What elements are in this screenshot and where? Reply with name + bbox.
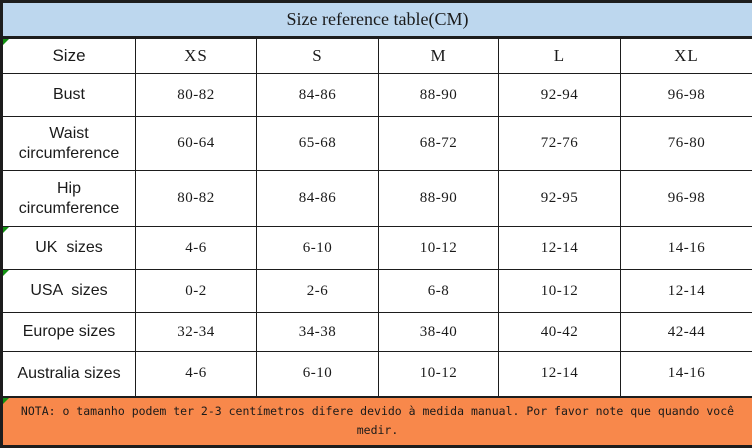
cell-usa-m: 6-8 <box>378 269 499 313</box>
row-label-australia: Australia sizes <box>0 351 136 397</box>
row-label-waist: Waist circumference <box>0 116 136 171</box>
cell-usa-xl: 12-14 <box>620 269 752 313</box>
cell-hip-xs: 80-82 <box>135 170 257 227</box>
cell-australia-l: 12-14 <box>498 351 621 397</box>
table-row-europe: Europe sizes 32-34 34-38 38-40 40-42 42-… <box>0 312 752 352</box>
row-label-uk: UK sizes <box>0 226 136 270</box>
table-title: Size reference table(CM) <box>0 0 752 39</box>
table-row-usa: USA sizes 0-2 2-6 6-8 10-12 12-14 <box>0 269 752 313</box>
cell-uk-s: 6-10 <box>256 226 379 270</box>
column-header-l: L <box>498 37 621 74</box>
column-header-m: M <box>378 37 499 74</box>
cell-europe-xs: 32-34 <box>135 312 257 352</box>
row-label-usa: USA sizes <box>0 269 136 313</box>
table-row-hip: Hip circumference 80-82 84-86 88-90 92-9… <box>0 170 752 227</box>
column-header-row: Size XS S M L XL <box>0 37 752 74</box>
cell-bust-m: 88-90 <box>378 73 499 117</box>
cell-bust-xl: 96-98 <box>620 73 752 117</box>
column-header-xs: XS <box>135 37 257 74</box>
cell-bust-xs: 80-82 <box>135 73 257 117</box>
row-label-bust: Bust <box>0 73 136 117</box>
cell-waist-xl: 76-80 <box>620 116 752 171</box>
cell-australia-xs: 4-6 <box>135 351 257 397</box>
cell-europe-s: 34-38 <box>256 312 379 352</box>
cell-usa-l: 10-12 <box>498 269 621 313</box>
row-label-hip: Hip circumference <box>0 170 136 227</box>
cell-australia-m: 10-12 <box>378 351 499 397</box>
row-label-europe: Europe sizes <box>0 312 136 352</box>
cell-australia-s: 6-10 <box>256 351 379 397</box>
table-row-uk: UK sizes 4-6 6-10 10-12 12-14 14-16 <box>0 226 752 270</box>
cell-waist-l: 72-76 <box>498 116 621 171</box>
cell-uk-xs: 4-6 <box>135 226 257 270</box>
table-row-australia: Australia sizes 4-6 6-10 10-12 12-14 14-… <box>0 351 752 397</box>
column-header-s: S <box>256 37 379 74</box>
cell-waist-m: 68-72 <box>378 116 499 171</box>
note-row: NOTA: o tamanho podem ter 2-3 centímetro… <box>0 395 752 448</box>
table-row-bust: Bust 80-82 84-86 88-90 92-94 96-98 <box>0 73 752 117</box>
column-header-xl: XL <box>620 37 752 74</box>
cell-waist-xs: 60-64 <box>135 116 257 171</box>
excel-corner-marker-icon <box>4 227 9 233</box>
measurement-note: NOTA: o tamanho podem ter 2-3 centímetro… <box>0 395 752 448</box>
cell-australia-xl: 14-16 <box>620 351 752 397</box>
cell-uk-xl: 14-16 <box>620 226 752 270</box>
excel-corner-marker-icon <box>4 270 9 276</box>
cell-europe-m: 38-40 <box>378 312 499 352</box>
cell-europe-xl: 42-44 <box>620 312 752 352</box>
table-title-row: Size reference table(CM) <box>0 0 752 39</box>
column-header-size: Size <box>0 37 136 74</box>
excel-corner-marker-icon <box>4 398 9 404</box>
cell-waist-s: 65-68 <box>256 116 379 171</box>
cell-bust-s: 84-86 <box>256 73 379 117</box>
excel-corner-marker-icon <box>4 39 9 45</box>
cell-europe-l: 40-42 <box>498 312 621 352</box>
cell-hip-xl: 96-98 <box>620 170 752 227</box>
cell-hip-s: 84-86 <box>256 170 379 227</box>
cell-hip-m: 88-90 <box>378 170 499 227</box>
cell-usa-s: 2-6 <box>256 269 379 313</box>
table-row-waist: Waist circumference 60-64 65-68 68-72 72… <box>0 116 752 171</box>
cell-uk-l: 12-14 <box>498 226 621 270</box>
cell-bust-l: 92-94 <box>498 73 621 117</box>
cell-usa-xs: 0-2 <box>135 269 257 313</box>
cell-uk-m: 10-12 <box>378 226 499 270</box>
cell-hip-l: 92-95 <box>498 170 621 227</box>
